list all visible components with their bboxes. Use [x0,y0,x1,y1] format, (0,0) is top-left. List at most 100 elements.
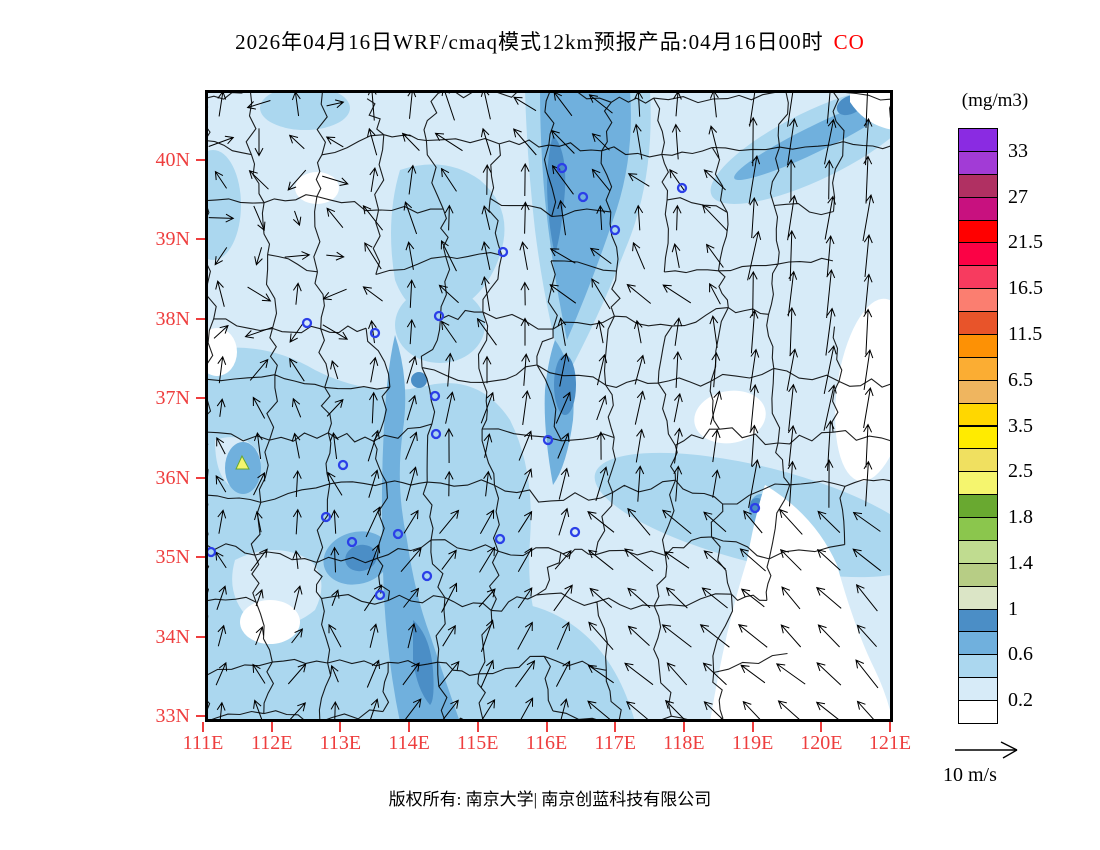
legend-swatch-4 [958,219,998,244]
legend-swatch-14 [958,448,998,473]
legend-unit-label: (mg/m3) [961,90,1029,111]
legend-swatch-5 [958,242,998,267]
legend-swatch-3 [958,196,998,221]
lon-tick [545,722,548,732]
city-marker-19 [569,526,581,538]
lat-tick [196,317,206,320]
city-marker-10 [346,536,358,548]
legend-value-21.5: 21.5 [1008,231,1043,254]
lat-tick [196,159,206,161]
wind-scale: 10 m/s [943,741,1018,786]
lon-label-121E: 121E [868,732,912,754]
lon-label-115E: 115E [457,732,499,754]
wind-arrow-field [208,90,882,722]
city-marker-2 [609,224,621,236]
lon-label-111E: 111E [182,732,224,754]
legend-value-2.5: 2.5 [1008,460,1033,483]
city-marker-0 [556,162,568,174]
legend-value-1.4: 1.4 [1008,551,1033,574]
lat-label-36N: 36N [155,466,190,489]
city-marker-4 [497,246,509,258]
lon-label-112E: 112E [250,732,293,754]
lon-tick [339,722,342,732]
local-maximum-spot [235,454,250,470]
legend-swatch-15 [958,471,998,496]
lon-tick [202,722,204,732]
wind-vectors [208,90,882,722]
legend-swatch-22 [958,631,998,656]
wind-scale-label: 10 m/s [943,764,997,786]
city-marker-9 [320,511,332,523]
lon-label-116E: 116E [525,732,568,754]
legend-swatch-23 [958,654,998,679]
legend-swatch-11 [958,379,998,404]
city-markers [205,162,761,601]
copyright-text: 版权所有: 南京大学| 南京创蓝科技有限公司 [388,790,712,809]
lon-label-113E: 113E [319,732,362,754]
lat-label-40N: 40N [155,149,190,171]
forecast-map [205,90,893,722]
legend-value-27: 27 [1008,185,1028,208]
city-marker-18 [749,502,761,514]
city-marker-3 [676,182,688,194]
city-marker-13 [374,589,386,601]
lon-label-117E: 117E [594,732,636,754]
lon-tick [270,722,273,732]
legend-swatch-2 [958,173,998,198]
legend-value-6.5: 6.5 [1008,368,1033,391]
lat-label-34N: 34N [155,625,190,648]
lon-tick [820,722,823,732]
legend-swatch-6 [958,265,998,290]
title-species: CO [833,30,865,54]
page-title: 2026年04月16日WRF/cmaq模式12km预报产品:04月16日00时 C… [0,26,1100,56]
city-marker-17 [542,434,554,446]
lon-tick [889,722,891,732]
lat-tick [196,238,206,241]
city-marker-14 [494,533,506,545]
lat-tick [196,715,206,717]
legend-swatch-9 [958,333,998,358]
lat-label-37N: 37N [155,387,190,410]
city-marker-6 [369,327,381,339]
legend-swatch-20 [958,585,998,610]
co-concentration-map [205,90,893,722]
lon-tick [614,722,617,732]
legend-swatch-13 [958,425,998,450]
legend-value-0.2: 0.2 [1008,689,1033,712]
legend-value-0.6: 0.6 [1008,643,1033,666]
lat-tick [196,635,206,638]
city-marker-1 [577,191,589,203]
lat-tick [196,397,206,400]
map-border [205,90,893,722]
color-legend [958,128,998,724]
lon-label-114E: 114E [388,732,430,754]
legend-value-1.8: 1.8 [1008,506,1033,529]
lat-tick [196,476,206,479]
legend-swatch-16 [958,494,998,519]
lon-tick [408,722,411,732]
legend-swatch-7 [958,288,998,313]
wind-scale-arrow [955,741,1018,759]
legend-value-3.5: 3.5 [1008,414,1033,437]
city-marker-5 [301,317,313,329]
city-marker-16 [430,428,442,440]
legend-value-1: 1 [1008,597,1018,620]
legend-value-11.5: 11.5 [1008,322,1043,345]
legend-value-16.5: 16.5 [1008,277,1043,300]
lon-label-120E: 120E [800,732,843,754]
legend-swatch-19 [958,562,998,587]
lat-label-39N: 39N [155,228,190,251]
legend-swatch-17 [958,517,998,541]
legend-swatch-21 [958,608,998,633]
lon-tick [751,722,754,732]
legend-swatch-25 [958,700,998,724]
city-marker-11 [392,528,404,540]
fill-level-darkest [345,94,864,705]
legend-swatch-8 [958,311,998,335]
lon-label-118E: 118E [663,732,705,754]
legend-value-33: 33 [1008,139,1028,162]
lon-label-119E: 119E [731,732,774,754]
legend-swatch-24 [958,677,998,702]
lat-tick [196,556,206,559]
legend-swatch-18 [958,539,998,564]
